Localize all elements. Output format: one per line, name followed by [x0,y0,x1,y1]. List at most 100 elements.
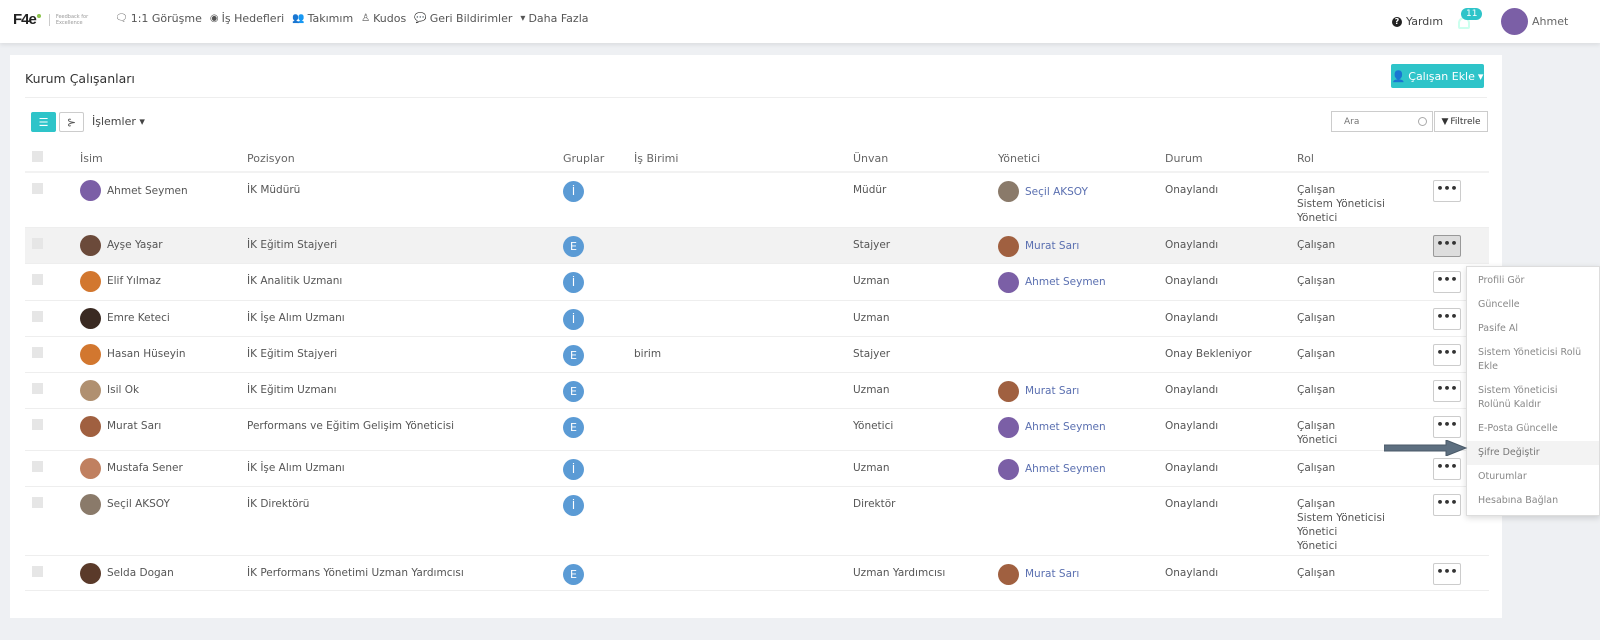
main-nav: 🗨 1:1 Görüşme ◉ İş Hedefleri 👥 Takımım ♙ Kudos 💬… [115,12,589,25]
employee-name[interactable]: Hasan Hüseyin [107,348,186,360]
user-avatar[interactable] [1501,8,1528,35]
employee-name[interactable]: Murat Sarı [107,420,162,432]
more-actions-button[interactable]: ••• [1433,457,1461,480]
cell-groups: E [563,555,634,591]
nav-item[interactable]: ▾ Daha Fazla [520,12,588,25]
manager-link[interactable]: Seçil AKSOY [998,181,1165,202]
menu-item[interactable]: Oturumlar [1478,471,1527,482]
more-actions-button[interactable]: ••• [1433,379,1461,402]
avatar [80,343,101,365]
column-header[interactable]: Ünvan [853,145,998,173]
group-badge[interactable]: İ [563,308,584,330]
row-checkbox[interactable] [32,273,43,285]
logo[interactable]: F4e Feedback for Excellence [13,11,91,28]
employee-name[interactable]: Ayşe Yaşar [107,239,163,251]
award-icon: ♙ [361,13,371,24]
column-header[interactable]: Gruplar [563,145,634,173]
menu-item[interactable]: Şifre Değiştir [1467,441,1599,465]
column-header[interactable]: Pozisyon [247,145,563,173]
question-icon: ? [1392,16,1402,27]
menu-item[interactable]: Sistem Yöneticisi Rolü Ekle [1478,347,1582,372]
manager-link[interactable]: Murat Sarı [998,235,1165,257]
employee-name[interactable]: Selda Dogan [107,567,174,579]
group-badge[interactable]: E [563,416,584,438]
manager-link[interactable]: Ahmet Seymen [998,271,1165,293]
employee-name[interactable]: Mustafa Sener [107,462,183,474]
group-badge[interactable]: E [563,344,584,366]
column-header[interactable]: Durum [1165,145,1297,173]
column-header[interactable]: Rol [1297,145,1420,173]
nav-item[interactable]: 🗨 1:1 Görüşme [115,12,202,25]
group-badge[interactable]: İ [563,494,584,516]
more-actions-button[interactable]: ••• [1433,180,1461,202]
select-all-checkbox[interactable] [32,151,43,162]
manager-name: Murat Sarı [1025,385,1080,397]
list-view-button[interactable]: ☰ [31,112,56,132]
more-actions-button[interactable]: ••• [1433,234,1461,257]
column-header[interactable]: İsim [80,145,247,173]
cell-position: İK İşe Alım Uzmanı [247,450,563,487]
employee-name[interactable]: Ahmet Seymen [107,184,188,197]
manager-link[interactable]: Ahmet Seymen [998,416,1165,438]
employee-name[interactable]: Elif Yılmaz [107,275,161,287]
search-input[interactable] [1331,111,1433,132]
nav-item[interactable]: 💬 Geri Bildirimler [414,12,512,25]
more-actions-button[interactable]: ••• [1433,270,1461,293]
cell-unit [634,227,853,264]
role: Çalışan [1297,311,1336,324]
cell-status: Onaylandı [1165,408,1297,451]
row-checkbox[interactable] [32,496,43,508]
row-checkbox[interactable] [32,237,43,249]
cell-unit [634,300,853,337]
group-badge[interactable]: E [563,563,584,585]
add-employee-button[interactable]: 👤 Çalışan Ekle ▾ [1391,64,1484,88]
row-checkbox[interactable] [32,346,43,358]
nav-item[interactable]: 👥 Takımım [292,12,353,25]
group-badge[interactable]: İ [563,458,584,480]
group-badge[interactable]: E [563,380,584,402]
group-badge[interactable]: E [563,235,584,257]
operations-dropdown[interactable]: İşlemler ▾ [92,115,145,128]
logo-dot [36,13,41,18]
tree-view-button[interactable]: ⊱ [59,112,84,132]
employee-name[interactable]: Seçil AKSOY [107,498,170,510]
manager-link[interactable]: Ahmet Seymen [998,458,1165,480]
user-name[interactable]: Ahmet [1532,15,1569,28]
menu-item[interactable]: Sistem Yöneticisi Rolünü Kaldır [1478,385,1558,410]
row-checkbox[interactable] [32,460,43,472]
more-actions-button[interactable]: ••• [1433,343,1461,366]
nav-item[interactable]: ♙ Kudos [361,12,406,25]
menu-item[interactable]: Hesabına Bağlan [1478,495,1559,506]
cell-position: İK Analitik Uzmanı [247,263,563,301]
manager-link[interactable]: Murat Sarı [998,563,1165,585]
cell-roles: Çalışan Sistem Yöneticisi Yönetici [1297,172,1420,228]
menu-item[interactable]: Pasife Al [1478,323,1519,334]
employee-name[interactable]: Emre Keteci [107,312,170,324]
nav-item[interactable]: ◉ İş Hedefleri [210,12,284,25]
menu-item[interactable]: Profili Gör [1478,275,1525,286]
notification-badge: 11 [1461,8,1483,20]
cell-status: Onaylandı [1165,300,1297,337]
manager-link[interactable]: Murat Sarı [998,380,1165,402]
column-header[interactable]: Yönetici [998,145,1165,173]
column-header[interactable]: İş Birimi [634,145,853,173]
more-actions-button[interactable]: ••• [1433,307,1461,330]
column-select [25,145,80,173]
menu-item[interactable]: E-Posta Güncelle [1478,423,1558,434]
help-link[interactable]: ? Yardım [1392,15,1443,28]
table-row: Emre Keteci İK İşe Alım Uzmanı İ Uzman O… [25,300,1489,337]
row-checkbox[interactable] [32,183,43,194]
row-checkbox[interactable] [32,310,43,322]
group-badge[interactable]: İ [563,271,584,293]
filter-button[interactable]: ▼ Filtrele [1434,111,1488,132]
more-actions-button[interactable]: ••• [1433,562,1461,585]
more-actions-button[interactable]: ••• [1433,493,1461,516]
cell-select [25,372,80,409]
row-checkbox[interactable] [32,418,43,430]
row-checkbox[interactable] [32,565,43,577]
more-actions-button[interactable]: ••• [1433,415,1461,438]
employee-name[interactable]: Isil Ok [107,384,140,396]
group-badge[interactable]: İ [563,181,584,202]
menu-item[interactable]: Güncelle [1478,299,1520,310]
row-checkbox[interactable] [32,382,43,394]
